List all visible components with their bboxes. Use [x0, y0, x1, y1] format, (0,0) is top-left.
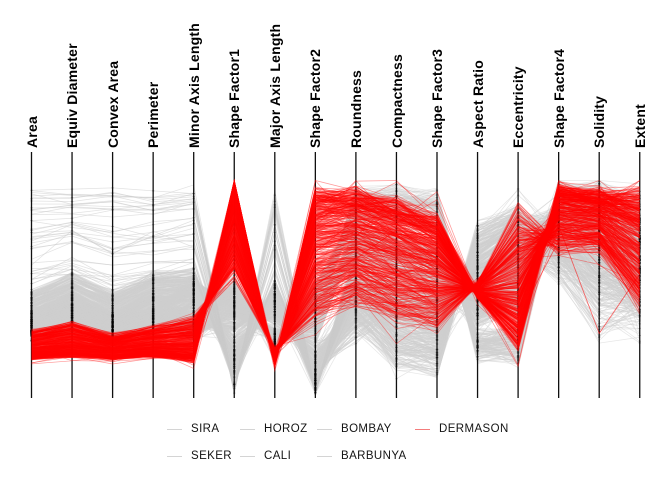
axis-label-area: Area — [23, 116, 40, 148]
axis-label-compactness: Compactness — [388, 53, 405, 148]
axis-label-shape-factor4: Shape Factor4 — [550, 48, 567, 148]
axis-label-roundness: Roundness — [347, 69, 364, 148]
axis-label-equiv-diameter: Equiv Diameter — [64, 43, 81, 148]
axis-label-shape-factor2: Shape Factor2 — [307, 48, 324, 148]
axis-label-minor-axis-length: Minor Axis Length — [185, 23, 202, 148]
axis-label-aspect-ratio: Aspect Ratio — [469, 60, 486, 148]
axis-label-shape-factor1: Shape Factor1 — [226, 48, 243, 148]
axis-label-perimeter: Perimeter — [145, 81, 162, 148]
axis-label-shape-factor3: Shape Factor3 — [429, 48, 445, 148]
axis-label-eccentricity: Eccentricity — [510, 66, 527, 148]
axis-label-convex-area: Convex Area — [104, 60, 121, 148]
axis-label-extent: Extent — [631, 104, 648, 148]
axis-label-major-axis-length: Major Axis Length — [266, 23, 283, 148]
axis-label-solidity: Solidity — [591, 95, 608, 148]
